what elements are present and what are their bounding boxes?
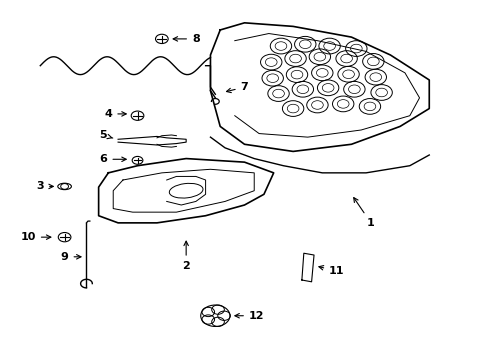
Text: 9: 9 bbox=[61, 252, 81, 262]
Text: 2: 2 bbox=[182, 241, 190, 271]
Text: 3: 3 bbox=[37, 181, 53, 192]
Polygon shape bbox=[99, 158, 273, 223]
Text: 6: 6 bbox=[100, 154, 126, 164]
Text: 10: 10 bbox=[20, 232, 51, 242]
Text: 7: 7 bbox=[226, 82, 248, 93]
Polygon shape bbox=[210, 23, 428, 152]
Text: 8: 8 bbox=[173, 34, 199, 44]
Polygon shape bbox=[301, 253, 313, 282]
Text: 11: 11 bbox=[318, 266, 344, 276]
Text: 5: 5 bbox=[100, 130, 113, 140]
Text: 12: 12 bbox=[234, 311, 264, 321]
Text: 1: 1 bbox=[353, 198, 374, 228]
Text: 4: 4 bbox=[104, 109, 126, 119]
Polygon shape bbox=[118, 136, 186, 145]
